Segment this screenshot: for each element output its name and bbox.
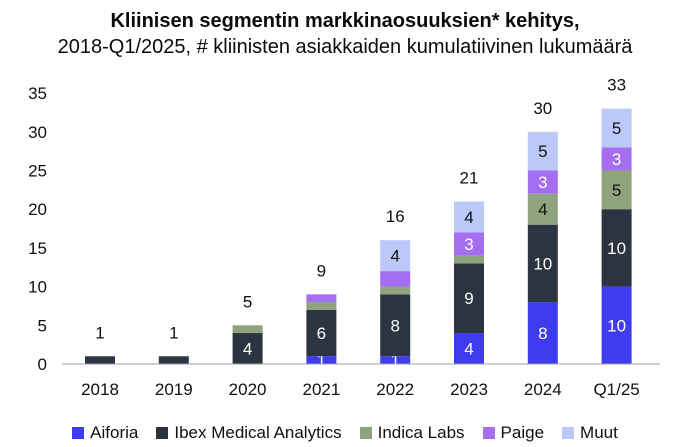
chart-title-block: Kliinisen segmentin markkinaosuuksien* k…: [0, 8, 690, 60]
bar-segment: [601, 286, 632, 364]
legend-item: Ibex Medical Analytics: [156, 423, 342, 443]
total-label: 16: [386, 207, 405, 226]
y-tick-label: 15: [28, 239, 47, 258]
segment-label: 10: [607, 239, 626, 258]
bar-segment: [601, 170, 632, 210]
bar-segment: [527, 170, 558, 194]
bar-segment: [527, 193, 558, 225]
bar-segment: [454, 255, 484, 264]
bar-segment: [527, 302, 558, 364]
total-label: 30: [533, 99, 552, 118]
x-tick-label: 2019: [155, 380, 193, 399]
legend-swatch: [72, 427, 85, 439]
x-tick-label: 2022: [376, 380, 414, 399]
legend-label: Ibex Medical Analytics: [174, 423, 342, 442]
x-tick-label: 2021: [302, 380, 340, 399]
y-tick-label: 20: [28, 200, 47, 219]
bar-segment: [306, 309, 337, 357]
total-label: 1: [95, 323, 104, 342]
segment-label: 4: [243, 340, 252, 359]
bar-segment: [306, 356, 337, 364]
legend-label: Paige: [500, 423, 545, 442]
bar-segment: [158, 356, 189, 364]
legend-label: Muut: [580, 423, 618, 442]
y-tick-label: 0: [38, 355, 47, 374]
segment-label: 5: [612, 181, 621, 200]
y-tick-label: 10: [28, 278, 47, 297]
bar-segment: [527, 131, 558, 171]
legend-item: Muut: [562, 423, 618, 443]
bar-segment: [380, 240, 411, 272]
segment-label: 3: [538, 173, 547, 192]
total-label: 33: [607, 76, 626, 95]
bar-segment: [454, 333, 484, 364]
segment-label: 6: [317, 324, 326, 343]
legend-label: Indica Labs: [377, 423, 465, 442]
bar-segment: [454, 232, 484, 256]
legend-item: Aiforia: [72, 423, 138, 443]
segment-label: 1: [317, 351, 326, 370]
segment-label: 10: [533, 254, 552, 273]
legend-swatch: [482, 427, 495, 439]
segment-label: 3: [612, 150, 621, 169]
bar-segment: [454, 263, 484, 334]
y-tick-label: 25: [28, 162, 47, 181]
bar-segment: [85, 356, 115, 364]
bar-segment: [380, 294, 411, 357]
segment-label: 5: [538, 142, 547, 161]
bar-segment: [306, 294, 337, 303]
x-tick-label: 2024: [524, 380, 562, 399]
y-tick-label: 30: [28, 123, 47, 142]
bar-segment: [601, 209, 632, 287]
x-tick-label: Q1/25: [593, 380, 639, 399]
legend-swatch: [156, 427, 169, 439]
bar-segment: [380, 286, 411, 295]
segment-label: 5: [612, 119, 621, 138]
segment-label: 4: [390, 247, 399, 266]
bar-segment: [380, 271, 411, 287]
segment-label: 3: [464, 235, 473, 254]
x-tick-label: 2023: [450, 380, 488, 399]
legend-label: Aiforia: [90, 423, 139, 442]
segment-label: 8: [390, 316, 399, 335]
segment-label: 4: [464, 208, 473, 227]
legend-item: Indica Labs: [359, 423, 465, 443]
total-label: 21: [460, 168, 479, 187]
bar-segment: [380, 356, 411, 364]
legend-swatch: [359, 427, 372, 439]
bar-segment: [454, 201, 484, 233]
x-tick-label: 2020: [229, 380, 267, 399]
legend-item: Paige: [482, 423, 545, 443]
total-label: 5: [243, 292, 252, 311]
total-label: 1: [169, 323, 178, 342]
segment-label: 8: [538, 324, 547, 343]
stacked-bar-chart: 0510152025303512018120194520201692021184…: [28, 76, 660, 399]
y-tick-label: 35: [28, 84, 47, 103]
bar-segment: [601, 147, 632, 171]
bar-segment: [601, 108, 632, 148]
segment-label: 4: [464, 340, 473, 359]
segment-label: 9: [464, 289, 473, 308]
segment-label: 4: [538, 200, 547, 219]
chart-legend: Aiforia Ibex Medical Analytics Indica Labs…: [0, 423, 690, 443]
segment-label: 10: [607, 316, 626, 335]
bar-segment: [306, 302, 337, 310]
segment-label: 1: [390, 351, 399, 370]
y-tick-label: 5: [38, 316, 47, 335]
chart-title: Kliinisen segmentin markkinaosuuksien* k…: [110, 10, 580, 32]
bar-segment: [232, 325, 263, 334]
x-tick-label: 2018: [81, 380, 119, 399]
chart-subtitle: 2018-Q1/2025, # kliinisten asiakkaiden k…: [57, 36, 633, 58]
total-label: 9: [317, 261, 326, 280]
bar-segment: [232, 333, 263, 364]
bar-segment: [527, 224, 558, 303]
legend-swatch: [562, 427, 575, 439]
